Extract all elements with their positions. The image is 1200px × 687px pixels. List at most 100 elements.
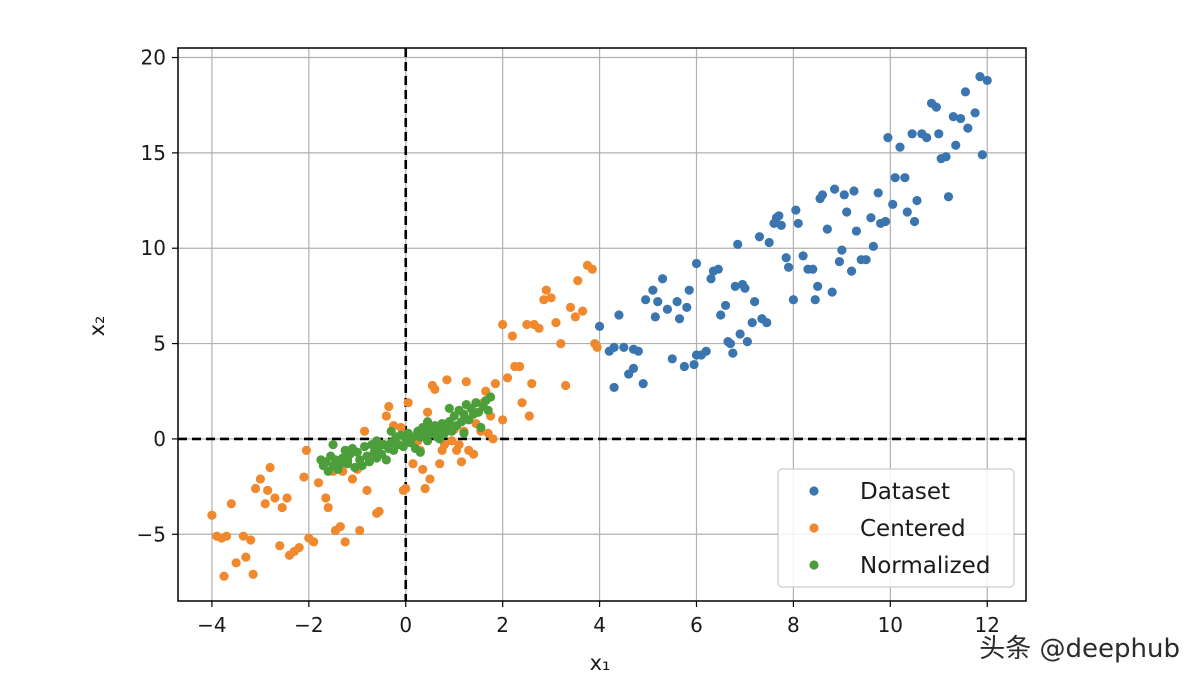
- reference-lines: [178, 48, 1026, 601]
- normalized-point: [364, 457, 375, 467]
- dataset-point: [793, 218, 803, 229]
- normalized-point: [398, 441, 408, 452]
- dataset-point: [701, 346, 711, 356]
- dataset-point: [888, 199, 898, 209]
- centered-point: [335, 522, 345, 532]
- centered-point: [587, 264, 597, 274]
- legend-marker-centered: [809, 523, 819, 533]
- dataset-point: [837, 245, 847, 255]
- normalized-point: [471, 398, 481, 408]
- legend-label-centered: Centered: [860, 516, 966, 542]
- centered-point: [534, 323, 544, 333]
- legend-marker-normalized: [809, 560, 819, 570]
- dataset-point: [628, 363, 639, 373]
- dataset-point: [931, 102, 941, 112]
- normalized-point: [435, 434, 445, 444]
- centered-point: [551, 317, 561, 328]
- centered-point: [527, 379, 537, 389]
- dataset-point: [733, 239, 743, 250]
- dataset-point: [706, 274, 716, 284]
- x-axis-label: x₁: [590, 651, 611, 675]
- centered-point: [347, 474, 358, 484]
- centered-point: [498, 319, 508, 330]
- dataset-point: [684, 285, 694, 295]
- centered-point: [294, 543, 304, 553]
- centered-point: [248, 569, 258, 579]
- x-tick-label: 0: [399, 613, 412, 637]
- dataset-point: [851, 226, 862, 236]
- normalized-point: [343, 459, 353, 469]
- centered-point: [299, 472, 309, 482]
- dataset-point: [941, 152, 951, 162]
- dataset-point: [783, 262, 794, 272]
- x-tick-label: 6: [690, 613, 703, 637]
- dataset-point: [609, 382, 619, 393]
- dataset-point: [895, 142, 905, 152]
- centered-point: [498, 415, 508, 425]
- x-tick-label: 12: [975, 613, 1000, 637]
- centered-point: [561, 380, 571, 391]
- centered-point: [447, 436, 457, 446]
- normalized-point: [359, 441, 370, 452]
- plot-frame: [177, 47, 1027, 602]
- dataset-point: [861, 255, 871, 265]
- centered-point: [381, 411, 391, 421]
- dataset-point: [740, 283, 750, 293]
- dataset-point: [776, 220, 786, 230]
- dataset-point: [817, 190, 828, 200]
- centered-point: [456, 457, 467, 467]
- dataset-point: [808, 264, 818, 274]
- normalized-point: [483, 405, 493, 415]
- dataset-point: [948, 112, 958, 122]
- dataset-point: [982, 75, 992, 86]
- y-tick-label: 5: [153, 332, 166, 356]
- normalized-point: [350, 462, 360, 473]
- normalized-point: [476, 422, 486, 433]
- normalized-point: [444, 403, 454, 414]
- dataset-point: [674, 314, 685, 324]
- series-dataset: [594, 72, 992, 393]
- y-axis-ticks: −5 0 5 10 15 20: [137, 46, 178, 546]
- centered-point: [502, 373, 513, 383]
- dataset-point: [813, 281, 823, 291]
- centered-point: [515, 361, 525, 372]
- normalized-point: [386, 426, 396, 436]
- dataset-point: [943, 192, 954, 202]
- centered-point: [221, 531, 232, 541]
- centered-point: [359, 426, 370, 436]
- dataset-point: [834, 256, 845, 267]
- dataset-point: [689, 359, 699, 370]
- centered-point: [226, 499, 236, 509]
- centered-point: [418, 464, 428, 475]
- normalized-point: [357, 461, 367, 471]
- centered-point: [374, 506, 384, 516]
- centered-point: [263, 485, 273, 495]
- watermark: 头条 @deephub: [979, 634, 1180, 664]
- y-tick-label: −5: [137, 522, 166, 546]
- dataset-point: [827, 287, 837, 297]
- centered-point: [250, 483, 261, 494]
- y-axis-label: x₂: [85, 316, 109, 337]
- dataset-point: [594, 321, 605, 332]
- dataset-point: [750, 297, 760, 307]
- dataset-point: [810, 295, 820, 305]
- y-tick-label: 20: [141, 46, 166, 70]
- centered-point: [384, 401, 394, 412]
- dataset-point: [730, 281, 740, 291]
- dataset-point: [822, 224, 832, 234]
- centered-point: [301, 445, 312, 455]
- centered-point: [231, 558, 241, 568]
- dataset-point: [648, 285, 658, 295]
- centered-point: [362, 485, 372, 495]
- centered-point: [340, 537, 350, 547]
- dataset-point: [619, 342, 629, 352]
- dataset-point: [679, 361, 689, 372]
- dataset-point: [839, 190, 849, 200]
- dataset-point: [829, 184, 840, 194]
- centered-point: [282, 493, 292, 503]
- dataset-point: [682, 302, 692, 312]
- centered-point: [246, 535, 256, 545]
- dataset-point: [955, 113, 966, 124]
- centered-point: [265, 462, 275, 473]
- centered-point: [461, 377, 471, 387]
